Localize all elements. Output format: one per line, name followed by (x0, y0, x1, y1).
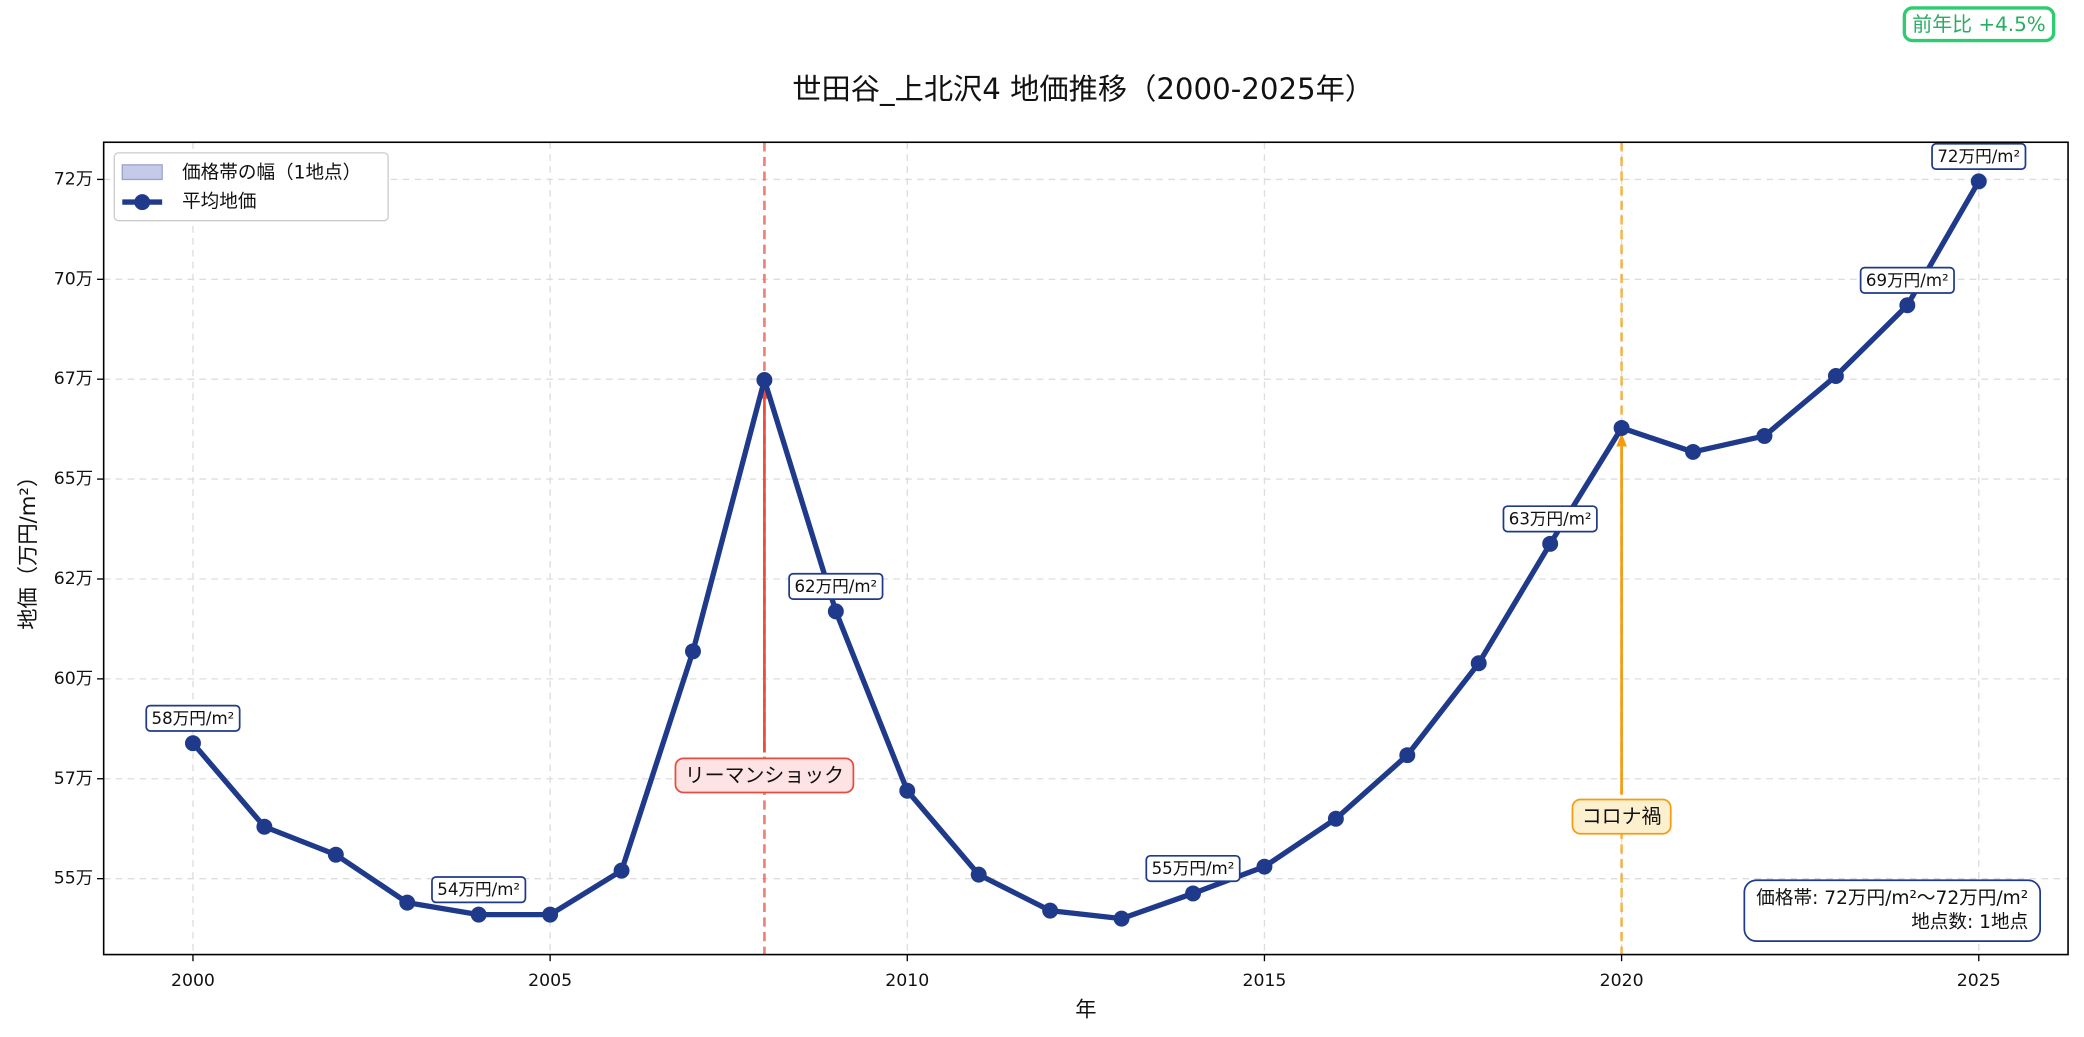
data-point (1685, 443, 1702, 460)
value-label-box (1502, 505, 1598, 533)
data-point (1542, 535, 1559, 552)
value-label: 72万円/m² (1937, 147, 2020, 166)
data-point (542, 906, 559, 923)
value-label: 69万円/m² (1866, 271, 1949, 290)
data-point (1899, 297, 1916, 314)
event-label: コロナ禍 (1582, 805, 1662, 828)
data-point (1185, 885, 1201, 902)
series-line (190, 180, 1982, 922)
event-label-box (1571, 798, 1672, 835)
plot-frame (102, 141, 2069, 956)
y-tick-label: 72万 (54, 169, 93, 189)
data-point (327, 846, 344, 863)
data-point (613, 862, 630, 879)
value-label-box (431, 876, 527, 904)
legend-label: 平均地価 (182, 192, 256, 213)
x-tick-label: 2015 (1242, 971, 1286, 991)
y-tick-label: 67万 (54, 369, 93, 389)
value-label: 54万円/m² (437, 880, 520, 899)
y-tick-label: 55万 (54, 869, 93, 889)
event-label: リーマンショック (685, 764, 844, 787)
data-point (184, 735, 201, 752)
y-axis-label: 地価（万円/m²） (16, 466, 41, 630)
badge: 前年比 +4.5% (1912, 13, 2045, 36)
badge-box (1902, 6, 2056, 43)
value-label: 63万円/m² (1509, 509, 1592, 528)
data-point (827, 603, 844, 620)
data-point (1613, 419, 1630, 436)
data-point (399, 894, 416, 911)
data-point (685, 643, 701, 660)
data-point (1256, 858, 1273, 875)
data-point (1970, 173, 1987, 190)
legend-swatch (121, 164, 163, 181)
value-label-box (1931, 142, 2027, 171)
legend-label: 価格帯の幅（1地点） (182, 162, 361, 183)
value-label: 55万円/m² (1152, 859, 1235, 878)
y-tick-label: 65万 (54, 469, 93, 489)
x-tick-label: 2025 (1957, 971, 2001, 991)
value-label-box (1859, 266, 1955, 294)
y-tick-label: 62万 (54, 569, 93, 589)
x-tick-label: 2020 (1600, 971, 1644, 991)
data-point (1327, 810, 1344, 827)
data-point (899, 782, 916, 799)
info-text: 地点数: 1地点 (1911, 912, 2028, 933)
info-text: 価格帯: 72万円/m²～72万円/m² (1756, 888, 2028, 909)
legend-box (113, 152, 389, 222)
info-box (1743, 879, 2042, 943)
y-tick-label: 60万 (54, 669, 93, 689)
data-point (970, 866, 987, 883)
x-tick-label: 2000 (171, 971, 215, 991)
data-point (1399, 747, 1416, 764)
event-label-box (674, 757, 855, 794)
data-point (756, 372, 773, 388)
value-label-box (788, 572, 884, 600)
data-point (1470, 655, 1487, 672)
data-point (1042, 902, 1059, 919)
x-axis-label: 年 (1075, 997, 1096, 1022)
data-point (256, 818, 273, 835)
y-tick-label: 70万 (54, 269, 93, 289)
value-label-box (1145, 854, 1241, 883)
data-point (1827, 368, 1844, 384)
value-label: 58万円/m² (152, 709, 235, 728)
data-point (470, 906, 487, 923)
data-point (1756, 427, 1773, 444)
x-tick-label: 2005 (528, 971, 572, 991)
legend-marker (134, 194, 151, 211)
event-arrow-head (1616, 433, 1627, 447)
value-label-box (145, 704, 241, 732)
x-tick-label: 2010 (885, 971, 929, 991)
data-point (1113, 910, 1130, 927)
y-tick-label: 57万 (54, 769, 93, 789)
value-label: 62万円/m² (794, 577, 877, 596)
chart-title: 世田谷_上北沢4 地価推移（2000-2025年） (792, 72, 1374, 106)
